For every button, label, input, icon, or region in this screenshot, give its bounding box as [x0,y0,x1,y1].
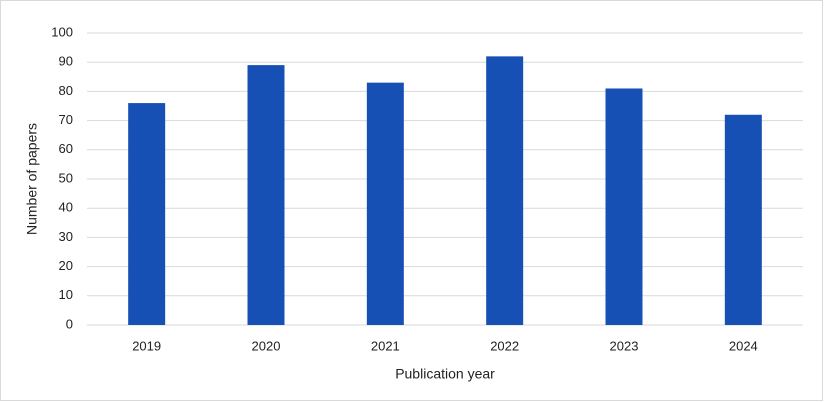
bar [128,103,166,325]
bar [605,88,643,325]
x-tick-label: 2019 [132,338,161,353]
y-tick-label: 40 [59,200,73,215]
y-tick-label: 70 [59,112,73,127]
y-tick-label: 0 [66,316,73,331]
x-tick-label: 2024 [729,338,758,353]
y-tick-label: 50 [59,170,73,185]
x-tick-label: 2021 [371,338,400,353]
bar [724,114,762,325]
y-tick-label: 10 [59,287,73,302]
x-axis-title: Publication year [395,366,495,382]
y-tick-label: 20 [59,258,73,273]
y-tick-label: 80 [59,83,73,98]
bar [486,56,524,326]
bar [247,65,285,326]
y-tick-label: 100 [51,24,73,39]
bar [366,82,404,325]
x-tick-label: 2022 [490,338,519,353]
y-axis-title: Number of papers [24,123,40,235]
y-tick-label: 90 [59,54,73,69]
x-tick-label: 2020 [252,338,281,353]
x-tick-label: 2023 [610,338,639,353]
y-tick-label: 60 [59,141,73,156]
y-tick-label: 30 [59,229,73,244]
